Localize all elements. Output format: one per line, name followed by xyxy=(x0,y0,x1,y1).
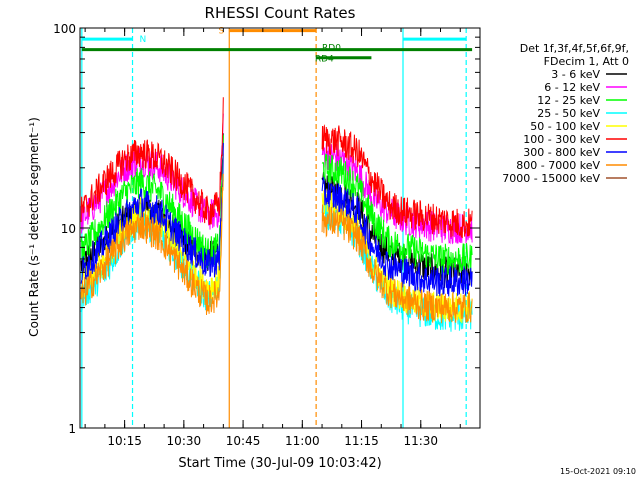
series-line-2-seg-0 xyxy=(80,134,224,268)
y-axis-label: Count Rate (s⁻¹ detector segment⁻¹) xyxy=(27,117,41,337)
series-line-6-seg-1 xyxy=(321,177,473,297)
legend-label-8: 7000 - 15000 keV xyxy=(502,172,600,185)
annotation-label-2: S xyxy=(219,27,225,37)
legend-label-5: 100 - 300 keV xyxy=(523,133,600,146)
legend-label-0: 3 - 6 keV xyxy=(551,68,600,81)
y-tick-label-2: 100 xyxy=(53,22,76,36)
legend-label-2: 12 - 25 keV xyxy=(537,94,600,107)
legend-label-3: 25 - 50 keV xyxy=(537,107,600,120)
x-tick-label-5: 11:30 xyxy=(403,434,438,448)
y-tick-label-1: 10 xyxy=(61,222,76,236)
legend-label-6: 300 - 800 keV xyxy=(523,146,600,159)
legend-label-4: 50 - 100 keV xyxy=(530,120,600,133)
x-axis-label: Start Time (30-Jul-09 10:03:42) xyxy=(178,456,381,471)
series-line-5-seg-1 xyxy=(321,124,473,239)
x-tick-label-1: 10:30 xyxy=(167,434,202,448)
series-line-2-seg-1 xyxy=(321,153,473,276)
annotation-label-5: RD0 xyxy=(322,43,341,53)
series-line-5-seg-0 xyxy=(80,97,224,225)
legend-label-1: 6 - 12 keV xyxy=(544,81,600,94)
series-line-7-seg-1 xyxy=(321,204,473,324)
legend-header-0: Det 1f,3f,4f,5f,6f,9f, xyxy=(520,42,629,55)
annotation-label-4: RD4 xyxy=(315,55,334,65)
series-line-7-seg-0 xyxy=(80,173,224,316)
plot-frame xyxy=(79,27,481,429)
x-tick-label-4: 11:15 xyxy=(344,434,379,448)
x-tick-label-2: 10:45 xyxy=(226,434,261,448)
plot-area: N S RD4 RD0 10:15 10:30 10:45 11:00 11:15 11:30 1 1… xyxy=(53,22,481,448)
annotation-label-0: N xyxy=(140,35,147,45)
legend-label-7: 800 - 7000 keV xyxy=(516,159,600,172)
x-tick-label-0: 10:15 xyxy=(107,434,142,448)
legend: Det 1f,3f,4f,5f,6f,9f,FDecim 1, Att 03 -… xyxy=(502,42,629,185)
x-tick-label-3: 11:00 xyxy=(285,434,320,448)
footer-timestamp: 15-Oct-2021 09:10 xyxy=(560,467,636,476)
chart-title: RHESSI Count Rates xyxy=(205,4,356,22)
y-tick-label-0: 1 xyxy=(68,422,76,436)
legend-header-1: FDecim 1, Att 0 xyxy=(544,55,629,68)
